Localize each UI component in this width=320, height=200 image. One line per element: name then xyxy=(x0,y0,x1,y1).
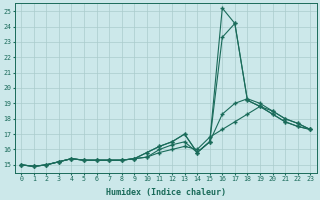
X-axis label: Humidex (Indice chaleur): Humidex (Indice chaleur) xyxy=(106,188,226,197)
